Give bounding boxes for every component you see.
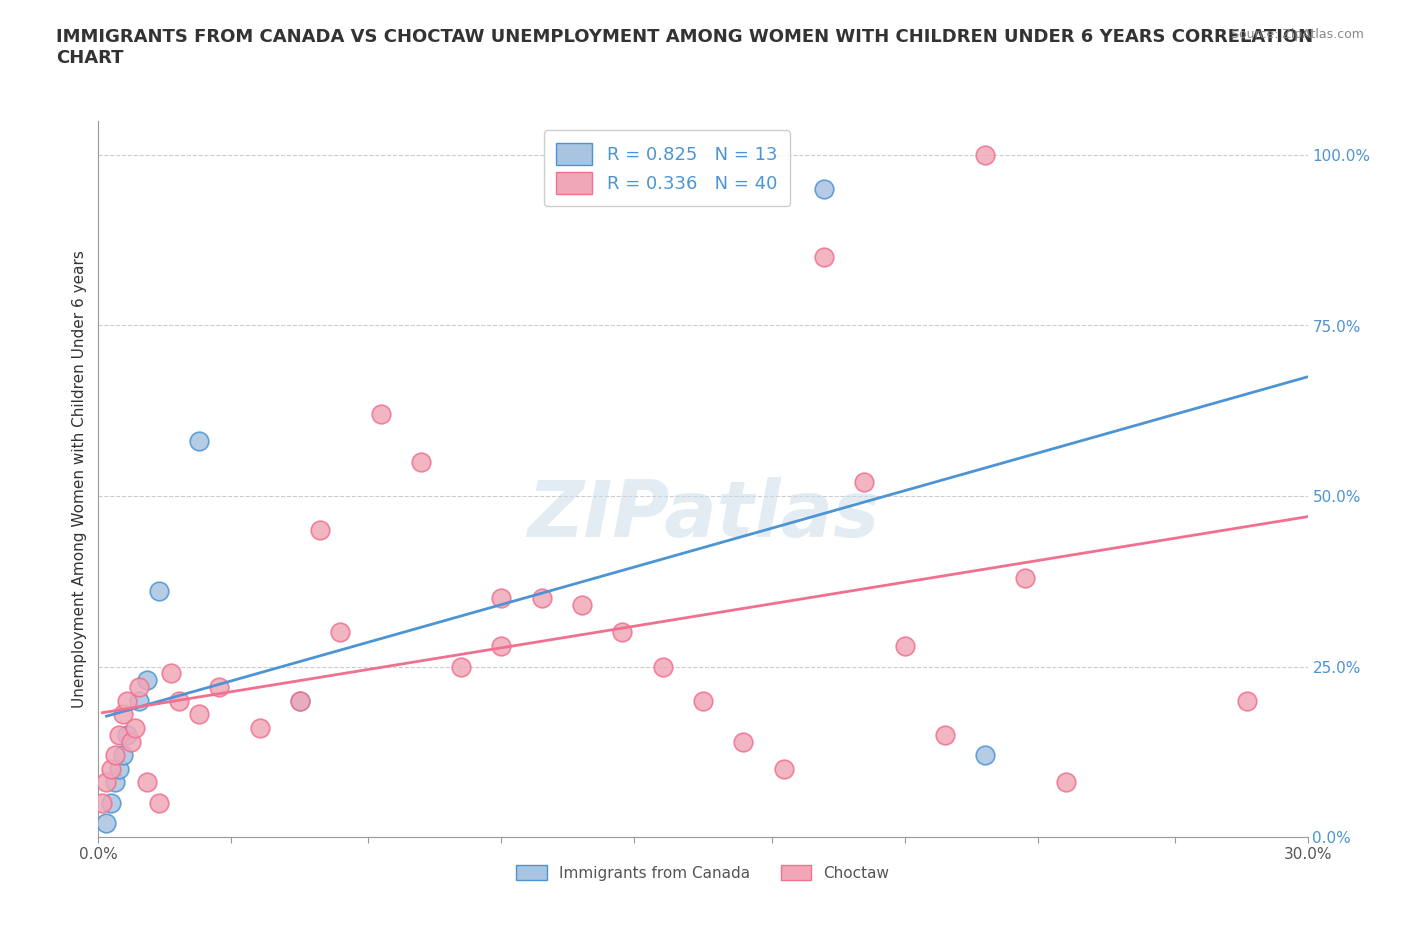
Point	[309, 523, 332, 538]
Point	[1236, 693, 1258, 708]
Text: IMMIGRANTS FROM CANADA VS CHOCTAW UNEMPLOYMENT AMONG WOMEN WITH CHILDREN UNDER 6: IMMIGRANTS FROM CANADA VS CHOCTAW UNEMPL…	[56, 28, 1313, 67]
Point	[96, 775, 118, 790]
Point	[160, 666, 183, 681]
Legend: Immigrants from Canada, Choctaw: Immigrants from Canada, Choctaw	[510, 858, 896, 886]
Y-axis label: Unemployment Among Women with Children Under 6 years: Unemployment Among Women with Children U…	[72, 250, 87, 708]
Point	[288, 693, 311, 708]
Point	[450, 659, 472, 674]
Text: ZIPatlas: ZIPatlas	[527, 477, 879, 552]
Point	[111, 707, 134, 722]
Point	[571, 598, 593, 613]
Point	[249, 721, 271, 736]
Point	[1014, 570, 1036, 585]
Point	[107, 727, 129, 742]
Point	[974, 748, 997, 763]
Point	[111, 748, 134, 763]
Point	[128, 680, 150, 695]
Point	[813, 181, 835, 196]
Point	[107, 762, 129, 777]
Point	[409, 455, 432, 470]
Point	[370, 406, 392, 421]
Point	[530, 591, 553, 605]
Point	[115, 727, 138, 742]
Point	[188, 434, 211, 449]
Point	[103, 748, 125, 763]
Point	[115, 693, 138, 708]
Point	[208, 680, 231, 695]
Point	[813, 250, 835, 265]
Point	[692, 693, 714, 708]
Point	[893, 639, 915, 654]
Point	[100, 762, 122, 777]
Point	[1054, 775, 1077, 790]
Point	[91, 795, 114, 810]
Point	[120, 734, 142, 749]
Point	[853, 475, 876, 490]
Point	[128, 693, 150, 708]
Point	[612, 625, 634, 640]
Point	[772, 762, 794, 777]
Point	[491, 591, 513, 605]
Text: Source: ZipAtlas.com: Source: ZipAtlas.com	[1230, 28, 1364, 41]
Point	[651, 659, 673, 674]
Point	[934, 727, 956, 742]
Point	[148, 795, 170, 810]
Point	[135, 775, 157, 790]
Point	[103, 775, 125, 790]
Point	[491, 639, 513, 654]
Point	[188, 707, 211, 722]
Point	[148, 584, 170, 599]
Point	[288, 693, 311, 708]
Point	[733, 734, 755, 749]
Point	[167, 693, 190, 708]
Point	[329, 625, 352, 640]
Point	[974, 148, 997, 163]
Point	[96, 816, 118, 830]
Point	[124, 721, 146, 736]
Point	[100, 795, 122, 810]
Point	[135, 672, 157, 687]
